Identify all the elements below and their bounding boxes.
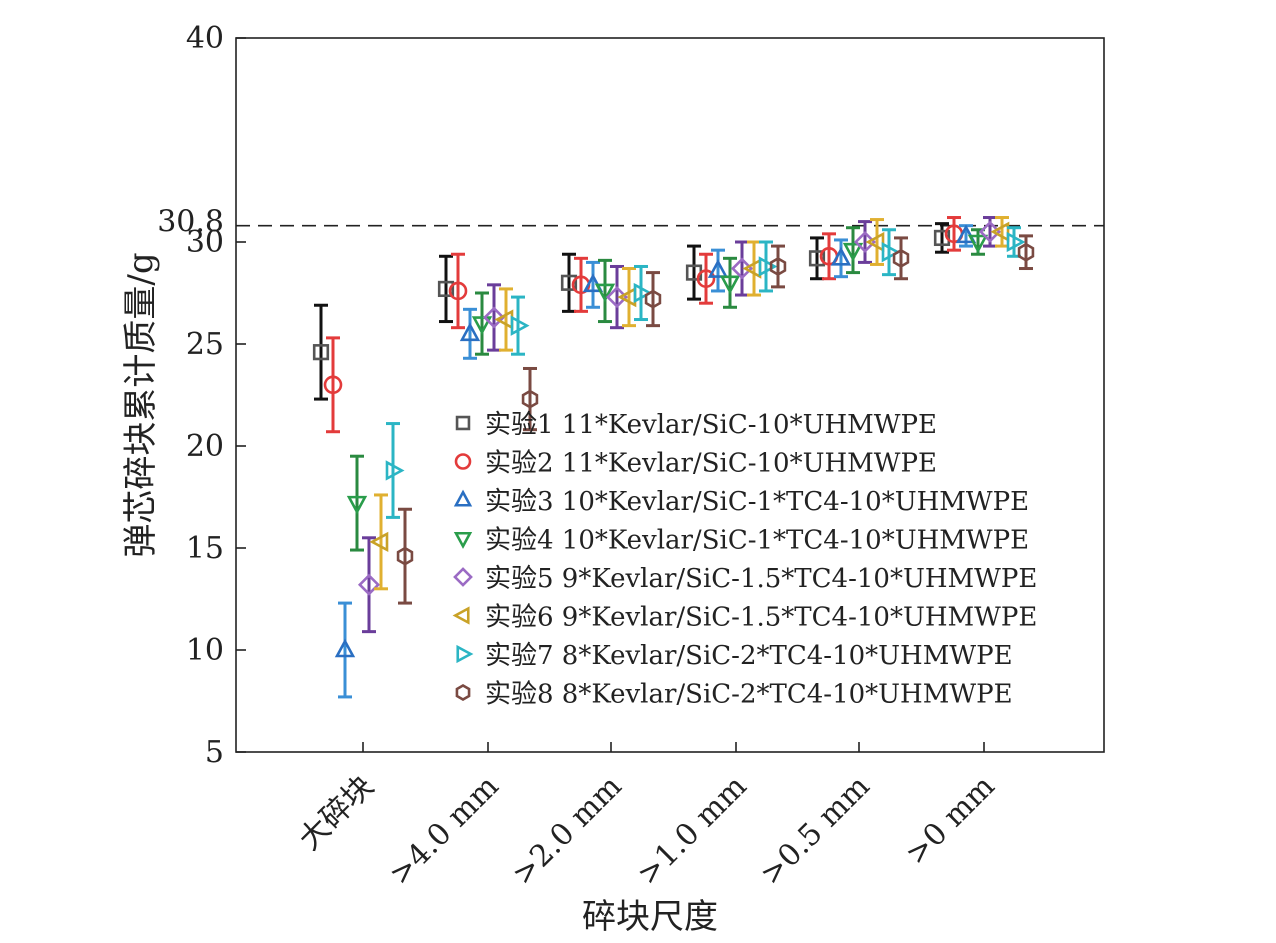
data-point <box>1006 231 1026 253</box>
legend-marker <box>455 415 471 431</box>
x-tick-label: >2.0 mm <box>505 769 628 892</box>
data-point <box>990 221 1010 242</box>
data-point <box>865 231 885 253</box>
data-point <box>582 273 604 293</box>
y-tick-label: 30 <box>186 225 224 260</box>
legend-label: 实验7 8*Kevlar/SiC-2*TC4-10*UHMWPE <box>485 641 1013 671</box>
x-axis-title: 碎块尺度 <box>582 897 718 937</box>
data-point <box>853 230 877 254</box>
data-point <box>696 269 716 289</box>
y-tick-label: 40 <box>186 21 224 56</box>
data-point <box>357 573 381 596</box>
y-tick-label: 10 <box>186 633 224 668</box>
data-point <box>978 220 1002 243</box>
data-point <box>385 460 405 481</box>
data-point <box>482 306 506 329</box>
data-point <box>605 286 629 309</box>
y-tick-label: 5 <box>205 735 224 770</box>
data-point <box>633 282 653 304</box>
series-7 <box>385 226 1026 519</box>
data-point <box>644 289 662 309</box>
legend-label: 实验8 8*Kevlar/SiC-2*TC4-10*UHMWPE <box>485 680 1013 710</box>
data-point <box>560 274 578 291</box>
data-point <box>933 229 951 247</box>
reference-line-label: 30.8 <box>157 205 224 240</box>
data-point <box>334 638 356 658</box>
series-2 <box>323 216 964 434</box>
x-tick-label: >0.5 mm <box>753 769 876 892</box>
data-point <box>396 546 414 566</box>
data-point <box>510 315 530 336</box>
data-point <box>730 257 754 280</box>
data-point <box>369 531 389 553</box>
data-point <box>955 224 977 244</box>
series-8 <box>396 234 1035 605</box>
x-tick-label: 大碎块 <box>292 769 380 857</box>
data-point <box>1017 242 1035 262</box>
x-tick-label: >0 mm <box>899 769 1002 872</box>
legend-label: 实验2 11*Kevlar/SiC-10*UHMWPE <box>485 449 937 479</box>
legend-marker <box>452 606 470 625</box>
legend-label: 实验1 11*Kevlar/SiC-10*UHMWPE <box>485 410 937 440</box>
series-1 <box>312 222 951 401</box>
series-4 <box>346 226 989 552</box>
legend-label: 实验4 10*Kevlar/SiC-1*TC4-10*UHMWPE <box>485 526 1029 556</box>
data-point <box>448 281 468 301</box>
legend-marker <box>453 567 473 587</box>
data-point <box>769 256 787 276</box>
data-point <box>346 495 368 515</box>
y-axis-title: 弹芯碎块累计质量/g <box>121 252 161 557</box>
series-3 <box>334 224 977 699</box>
data-point <box>892 248 910 268</box>
data-point <box>719 275 741 295</box>
data-point <box>830 246 852 266</box>
data-point <box>758 256 778 277</box>
data-point <box>808 250 826 267</box>
data-point <box>323 375 343 395</box>
plot-frame <box>235 37 1105 753</box>
data-point <box>459 322 481 342</box>
legend-marker <box>454 453 472 470</box>
legend-marker <box>456 644 474 664</box>
data-point <box>967 234 989 254</box>
series-5 <box>357 216 1002 634</box>
x-tick-label: >1.0 mm <box>630 769 753 892</box>
data-point <box>842 242 864 262</box>
data-point <box>594 283 616 303</box>
y-tick-label: 25 <box>186 327 224 362</box>
legend-label: 实验5 9*Kevlar/SiC-1.5*TC4-10*UHMWPE <box>485 564 1037 594</box>
data-point <box>471 316 493 336</box>
data-point <box>521 389 539 409</box>
data-point <box>437 280 455 298</box>
legend-marker <box>455 683 471 702</box>
legend-marker <box>453 489 473 507</box>
y-tick-label: 15 <box>186 531 224 566</box>
data-point <box>312 344 330 361</box>
data-point <box>881 242 901 263</box>
x-tick-label: >4.0 mm <box>382 769 505 892</box>
legend-marker <box>453 531 473 549</box>
legend-label: 实验6 9*Kevlar/SiC-1.5*TC4-10*UHMWPE <box>485 603 1037 633</box>
y-tick-label: 20 <box>186 429 224 464</box>
legend-label: 实验3 10*Kevlar/SiC-1*TC4-10*UHMWPE <box>485 487 1029 517</box>
data-point <box>707 259 729 278</box>
series-6 <box>369 216 1010 591</box>
